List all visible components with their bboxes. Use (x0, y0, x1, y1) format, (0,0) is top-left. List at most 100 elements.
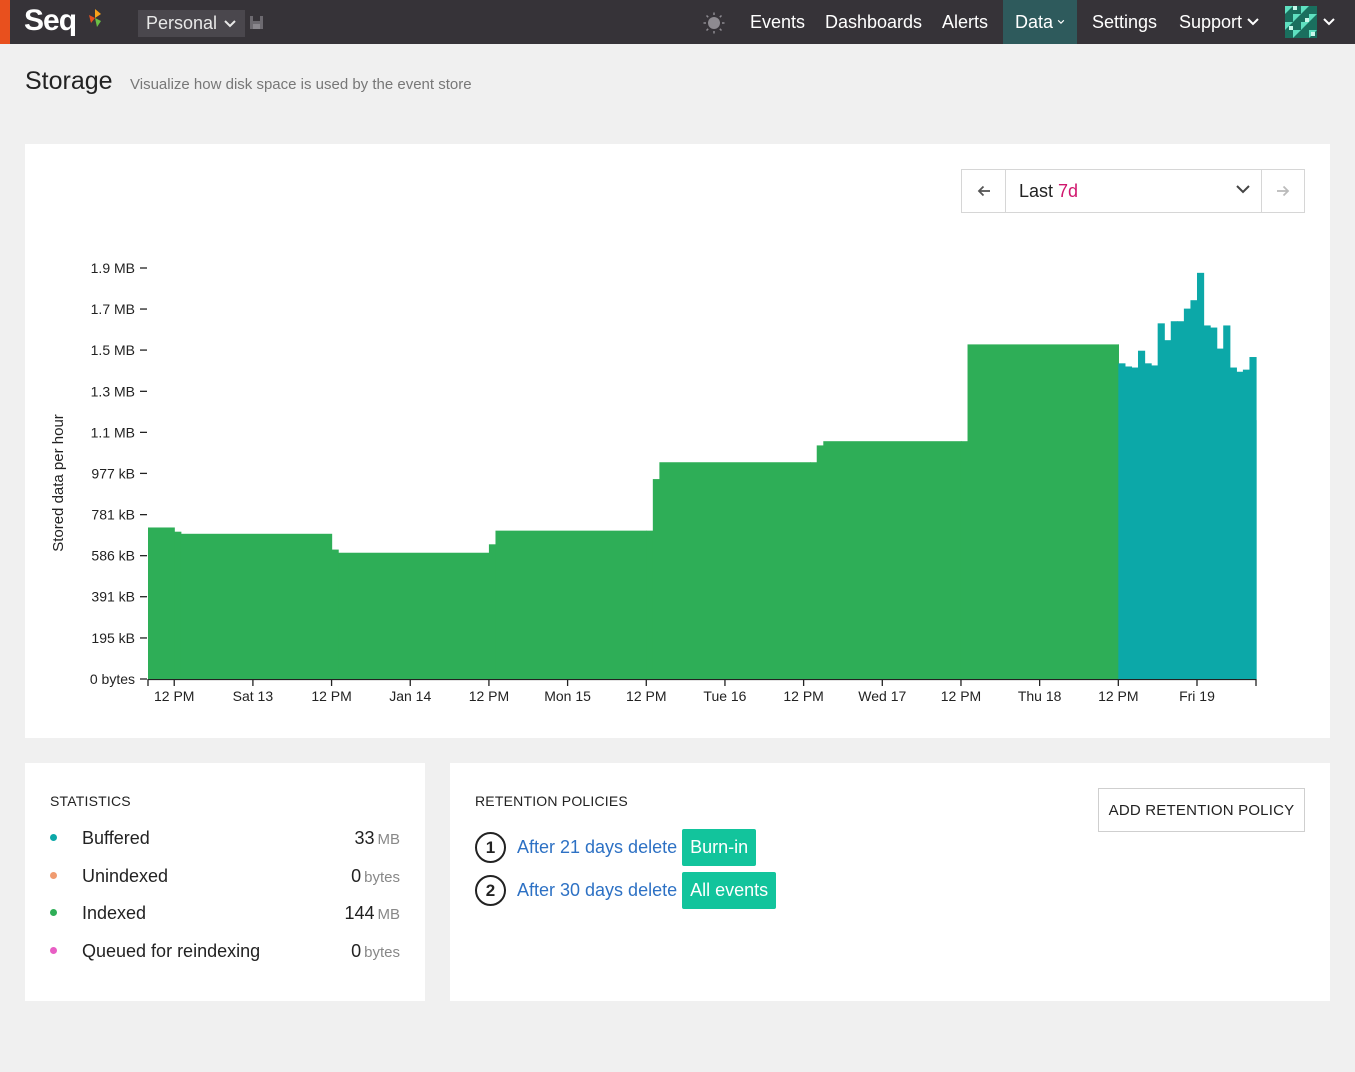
x-tick-label: Fri 19 (1179, 688, 1215, 704)
chart-bar[interactable] (148, 527, 175, 679)
range-next-button[interactable] (1261, 170, 1304, 212)
nav-events[interactable]: Events (750, 12, 806, 32)
chart-bar[interactable] (967, 344, 1119, 679)
policy-signal-tag[interactable]: Burn-in (682, 829, 757, 866)
policy-link[interactable]: After 30 days delete (517, 880, 678, 900)
chevron-down-icon (224, 19, 236, 27)
x-axis: 12 PM Sat 13 12 PM Jan 14 12 PM Mon 15 12 PM Tu… (147, 678, 1257, 704)
chart-bar[interactable] (488, 544, 497, 679)
chart-bar[interactable] (1177, 321, 1185, 679)
chart-bar[interactable] (1124, 366, 1133, 679)
workspace-selector[interactable]: Personal (138, 10, 246, 37)
range-select[interactable]: Last 7d (1006, 170, 1261, 212)
x-tick-label: Mon 15 (544, 688, 591, 704)
chart-bar[interactable] (174, 531, 182, 679)
chart-bar[interactable] (495, 530, 647, 679)
policy-signal-tag[interactable]: All events (682, 872, 777, 909)
stat-label: Buffered (82, 828, 150, 848)
workspace-label: Personal (146, 13, 218, 33)
chart-bar[interactable] (816, 445, 824, 679)
y-tick-label: 195 kB (91, 630, 135, 646)
chart-bar[interactable] (1164, 340, 1172, 679)
policy-number-badge: 2 (475, 875, 506, 906)
chart-bar[interactable] (646, 530, 654, 679)
user-avatar[interactable] (1285, 6, 1317, 38)
x-tick-label: 12 PM (1098, 688, 1138, 704)
range-prefix: Last (1019, 180, 1054, 201)
arrow-left-icon (977, 185, 990, 197)
top-nav-bar: Seq Personal Events Dashboards Alerts Da… (0, 0, 1355, 44)
chart-bar[interactable] (180, 533, 333, 679)
stat-row-queued: Queued for reindexing 0 bytes (50, 939, 400, 963)
y-tick-label: 977 kB (91, 465, 135, 481)
stat-label: Indexed (82, 903, 147, 923)
chart-bar[interactable] (338, 552, 490, 679)
chart-bar[interactable] (1183, 308, 1192, 679)
retention-heading: RETENTION POLICIES (475, 793, 628, 809)
x-tick-label: Jan 14 (389, 688, 431, 704)
chart-bar[interactable] (1210, 327, 1218, 679)
range-value: 7d (1058, 180, 1079, 201)
chart-bar[interactable] (1203, 325, 1211, 679)
stat-label: Unindexed (82, 866, 169, 886)
chart-bar[interactable] (1170, 321, 1178, 679)
chart-bar[interactable] (823, 441, 962, 679)
stat-number: 0 (351, 941, 362, 961)
chart-bar[interactable] (1242, 369, 1251, 679)
nav-alerts[interactable]: Alerts (942, 12, 989, 32)
chevron-down-icon[interactable] (1322, 14, 1336, 30)
chart-bar[interactable] (652, 479, 660, 679)
stat-value: 33 MB (354, 826, 400, 852)
y-axis: 0 bytes 195 kB 391 kB 586 kB 781 kB 977 kB 1.1… (90, 260, 147, 687)
time-range-picker: Last 7d (961, 169, 1305, 213)
nav-support-label: Support (1179, 12, 1243, 32)
nav-support[interactable]: Support (1167, 0, 1272, 44)
chart-bar[interactable] (1196, 272, 1205, 679)
chart-bar[interactable] (1151, 365, 1159, 679)
stat-row-indexed: Indexed 144 MB (50, 901, 400, 925)
nav-settings[interactable]: Settings (1092, 12, 1158, 32)
status-dot (50, 909, 57, 916)
x-tick-label: 12 PM (941, 688, 981, 704)
retention-policy-1: 1 After 21 days delete Burn-in (475, 829, 757, 866)
chart-bar[interactable] (1131, 367, 1139, 679)
nav-data[interactable]: Data (1003, 0, 1077, 44)
page-subtitle: Visualize how disk space is used by the … (130, 76, 472, 93)
chart-bar[interactable] (1223, 325, 1231, 679)
chart-bar[interactable] (1157, 323, 1165, 679)
seq-logo[interactable]: Seq (24, 4, 77, 37)
arrow-right-icon (1277, 185, 1290, 197)
chart-bar[interactable] (331, 549, 339, 679)
y-tick-label: 1.5 MB (91, 342, 135, 358)
x-tick-label: Thu 18 (1018, 688, 1062, 704)
theme-toggle-icon[interactable] (703, 12, 725, 34)
nav-dashboards[interactable]: Dashboards (825, 12, 923, 32)
accent-strip (0, 0, 10, 44)
chart-bar[interactable] (659, 462, 811, 679)
status-dot (50, 947, 57, 954)
status-dot (50, 834, 57, 841)
chart-bar[interactable] (1249, 357, 1257, 679)
chart-bar[interactable] (810, 462, 818, 679)
stat-value: 0 bytes (351, 939, 400, 965)
add-retention-policy-button[interactable]: ADD RETENTION POLICY (1098, 788, 1305, 832)
chart-bar[interactable] (960, 441, 969, 679)
policy-link[interactable]: After 21 days delete (517, 837, 678, 857)
chart-bar[interactable] (1216, 348, 1224, 679)
y-tick-label: 586 kB (91, 548, 135, 564)
stat-unit: MB (377, 906, 401, 923)
stat-value: 0 bytes (351, 864, 400, 890)
stat-row-unindexed: Unindexed 0 bytes (50, 864, 400, 888)
chart-bar[interactable] (1137, 350, 1146, 679)
page-title: Storage (25, 67, 113, 95)
chart-bar[interactable] (1118, 363, 1126, 679)
chart-bar[interactable] (1144, 363, 1152, 679)
stat-row-buffered: Buffered 33 MB (50, 826, 400, 850)
save-icon[interactable] (249, 15, 264, 30)
chart-bar[interactable] (1190, 300, 1198, 679)
chart-bar[interactable] (1229, 367, 1237, 679)
stat-number: 144 (344, 903, 375, 923)
range-previous-button[interactable] (962, 170, 1006, 212)
chart-bar[interactable] (1256, 420, 1257, 679)
chart-bar[interactable] (1236, 371, 1244, 679)
